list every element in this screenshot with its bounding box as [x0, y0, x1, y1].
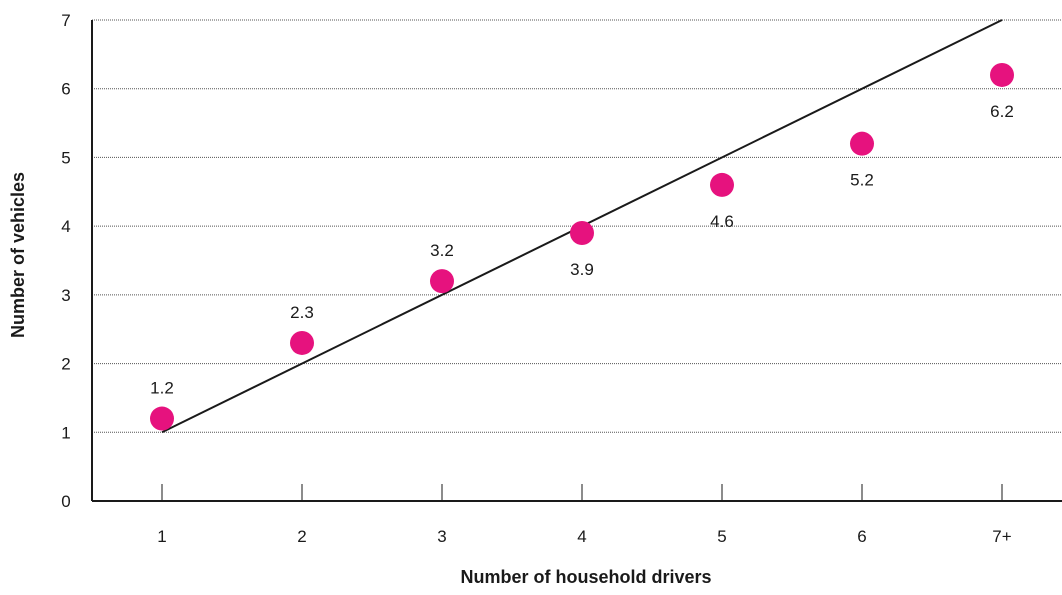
x-tick-label: 1: [157, 527, 166, 546]
data-label: 3.9: [570, 260, 594, 279]
x-tick-label: 6: [857, 527, 866, 546]
y-tick-label: 5: [61, 148, 70, 167]
data-labels: 1.2 2.3 3.2 3.9 4.6 5.2 6.2: [150, 102, 1014, 398]
y-tick-label: 3: [61, 286, 70, 305]
y-tick-label: 7: [61, 11, 70, 30]
x-tick-label: 7+: [992, 527, 1011, 546]
axes: [91, 20, 1062, 502]
x-axis-title: Number of household drivers: [460, 567, 711, 587]
y-tick-label: 0: [61, 492, 70, 511]
data-label: 4.6: [710, 212, 734, 231]
y-axis-title: Number of vehicles: [8, 172, 28, 338]
data-point: [710, 172, 734, 197]
data-label: 6.2: [990, 102, 1014, 121]
y-tick-label: 4: [61, 217, 70, 236]
x-tick-label: 5: [717, 527, 726, 546]
data-points: [150, 62, 1014, 431]
y-tick-label: 1: [61, 423, 70, 442]
y-tick-label: 6: [61, 80, 70, 99]
x-tick-labels: 1 2 3 4 5 6 7+: [157, 484, 1012, 546]
data-point: [570, 221, 594, 246]
data-label: 2.3: [290, 303, 314, 322]
y-tick-labels: 0 1 2 3 4 5 6 7: [61, 11, 70, 511]
data-label: 5.2: [850, 171, 874, 190]
data-point: [850, 131, 874, 156]
data-label: 1.2: [150, 379, 174, 398]
x-tick-label: 2: [297, 527, 306, 546]
y-tick-label: 2: [61, 355, 70, 374]
data-point: [290, 330, 314, 355]
x-tick-label: 3: [437, 527, 446, 546]
data-point: [990, 62, 1014, 87]
data-point: [430, 269, 454, 294]
x-tick-label: 4: [577, 527, 586, 546]
data-label: 3.2: [430, 241, 454, 260]
data-point: [150, 406, 174, 431]
